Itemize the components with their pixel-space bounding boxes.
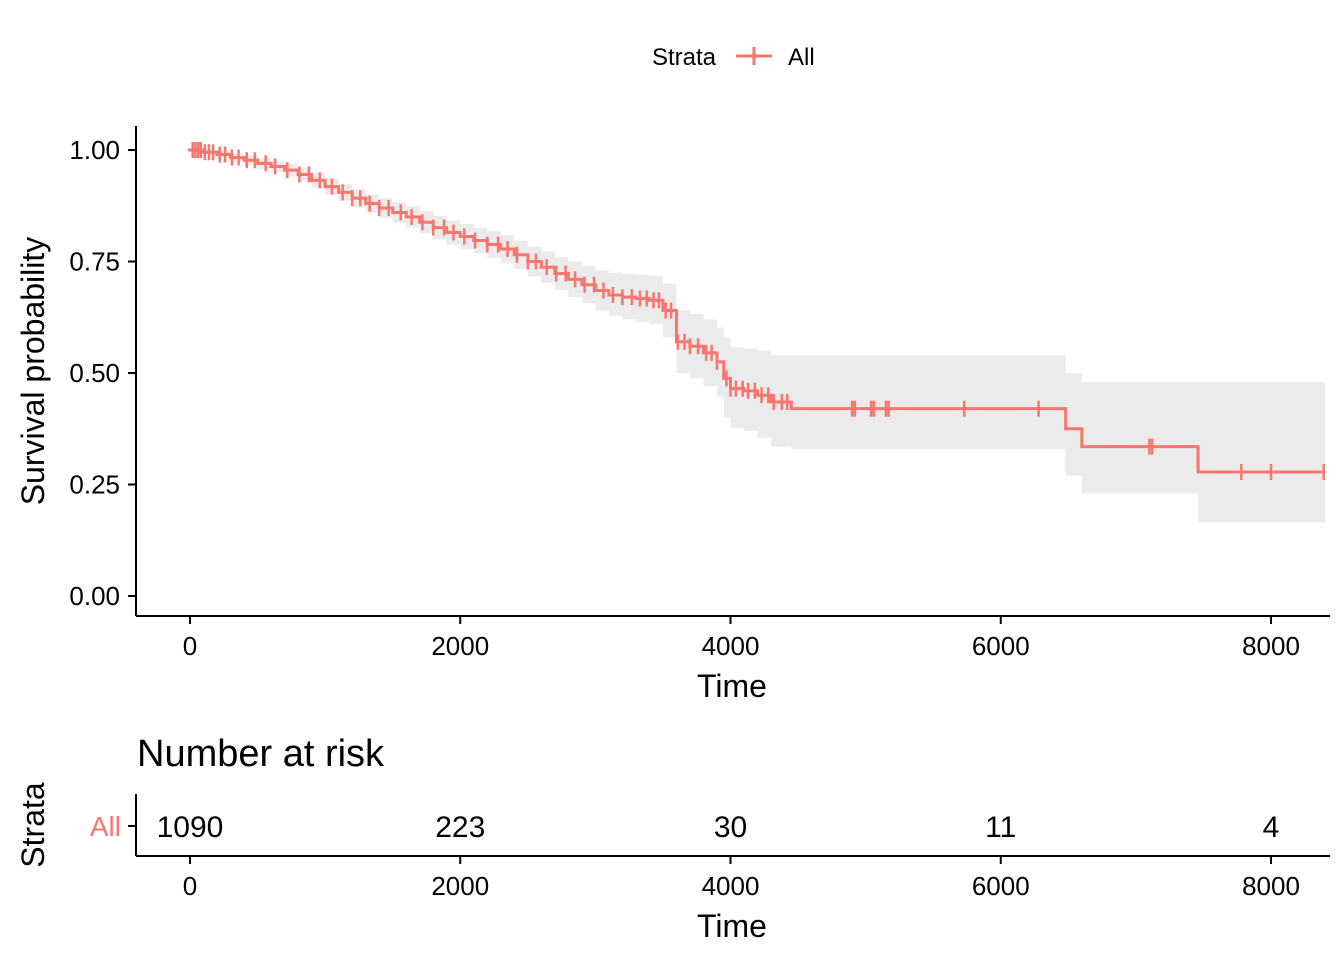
risk-x-tick-label-3: 6000 — [972, 871, 1030, 901]
risk-table: Number at risk All 1090 223 30 11 4 0 2000 400… — [15, 733, 1330, 944]
km-x-tick-label-2: 4000 — [702, 631, 760, 661]
risk-x-tick-label-2: 4000 — [702, 871, 760, 901]
km-x-ticks: 0 2000 4000 6000 8000 — [183, 616, 1300, 661]
risk-x-tick-label-1: 2000 — [431, 871, 489, 901]
km-x-tick-label-1: 2000 — [431, 631, 489, 661]
legend: Strata All — [652, 44, 815, 71]
km-y-tick-label-4: 1.00 — [69, 135, 120, 165]
risk-count-4: 4 — [1263, 811, 1280, 844]
km-x-tick-label-0: 0 — [183, 631, 197, 661]
censor-marks — [191, 142, 1325, 481]
risk-count-0: 1090 — [157, 811, 224, 844]
risk-strata-label-all: All — [90, 811, 121, 842]
risk-x-ticks: 0 2000 4000 6000 8000 — [183, 856, 1300, 901]
km-x-tick-label-3: 6000 — [972, 631, 1030, 661]
km-y-ticks: 0.00 0.25 0.50 0.75 1.00 — [69, 135, 136, 611]
confidence-band — [190, 150, 1326, 523]
km-y-tick-label-2: 0.50 — [69, 358, 120, 388]
risk-count-1: 223 — [435, 811, 485, 844]
km-x-axis-label: Time — [697, 668, 767, 704]
km-y-tick-label-3: 0.75 — [69, 247, 120, 277]
km-y-tick-label-0: 0.00 — [69, 581, 120, 611]
risk-table-title: Number at risk — [137, 733, 385, 775]
risk-x-tick-label-0: 0 — [183, 871, 197, 901]
risk-counts: 1090 223 30 11 4 — [157, 811, 1280, 844]
km-plot: 0.00 0.25 0.50 0.75 1.00 0 2000 4000 6000 8000 T… — [15, 126, 1330, 704]
risk-y-axis-label: Strata — [15, 782, 51, 868]
legend-entry-all: All — [788, 44, 815, 71]
km-y-axis-label: Survival probability — [15, 237, 51, 506]
risk-count-3: 11 — [985, 811, 1016, 844]
legend-title: Strata — [652, 44, 717, 71]
risk-x-tick-label-4: 8000 — [1242, 871, 1300, 901]
km-x-tick-label-4: 8000 — [1242, 631, 1300, 661]
km-y-tick-label-1: 0.25 — [69, 470, 120, 500]
risk-count-2: 30 — [714, 811, 747, 844]
survival-curve-all — [187, 148, 1326, 474]
risk-x-axis-label: Time — [697, 908, 767, 944]
